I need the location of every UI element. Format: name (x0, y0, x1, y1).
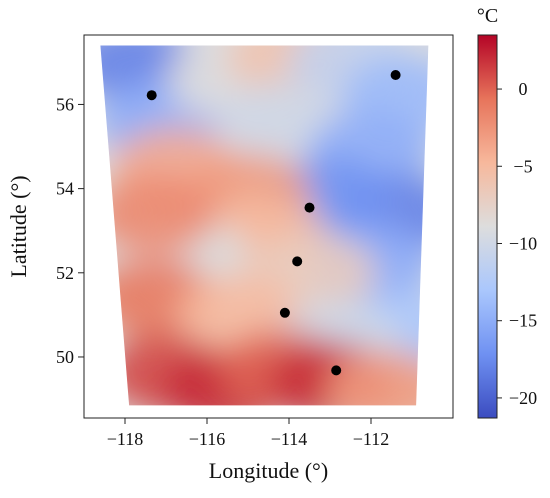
station-point (304, 202, 315, 213)
y-tick-label: 56 (56, 94, 74, 114)
temperature-field-region (100, 173, 216, 254)
x-tick-label: −114 (271, 429, 307, 449)
colorbar: °C 0 −5 −10 −15 −20 (477, 5, 537, 419)
temperature-field (100, 45, 429, 406)
y-axis-ticks: 50 52 54 56 (56, 94, 84, 367)
station-point (331, 365, 342, 376)
colorbar-tick-label: −15 (509, 311, 537, 331)
x-axis-ticks: −118 −116 −114 −112 (107, 418, 389, 449)
colorbar-label: °C (477, 5, 498, 27)
y-tick-label: 54 (56, 179, 74, 199)
station-point (390, 70, 401, 80)
colorbar-ticks: 0 −5 −10 −15 −20 (497, 79, 537, 408)
x-axis-label: Longitude (°) (209, 458, 328, 483)
station-point (292, 256, 303, 267)
station-point (279, 307, 290, 318)
colorbar-tick-label: −10 (509, 233, 537, 253)
x-tick-label: −112 (353, 429, 389, 449)
y-axis-label: Latitude (°) (6, 175, 31, 277)
y-tick-label: 50 (56, 347, 74, 367)
station-point (146, 90, 157, 101)
colorbar-tick-label: 0 (519, 79, 528, 99)
x-tick-label: −118 (107, 429, 143, 449)
axes-frame (83, 34, 454, 419)
colorbar-gradient (477, 34, 498, 419)
station-points (146, 70, 401, 376)
colorbar-tick-label: −20 (509, 388, 537, 408)
x-tick-label: −116 (189, 429, 225, 449)
temperature-field-region (325, 350, 429, 406)
y-tick-label: 52 (56, 263, 74, 283)
colorbar-tick-label: −5 (513, 156, 532, 176)
